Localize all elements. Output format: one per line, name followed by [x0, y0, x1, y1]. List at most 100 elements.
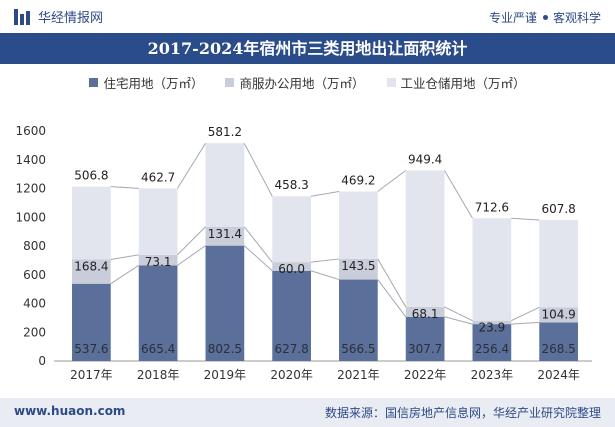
- data-label-industrial: 949.4: [408, 153, 442, 167]
- bar-segment-industrial: [405, 170, 445, 307]
- y-tick-label: 1600: [15, 124, 46, 138]
- bar-segment-residential: [72, 283, 111, 361]
- footer-source: 数据来源：国信房地产信息网，华经产业研究院整理: [324, 406, 601, 420]
- connector-line: [511, 217, 540, 221]
- bar-segment-commercial: [138, 254, 178, 266]
- connector-line: [177, 142, 206, 189]
- stacked-bar-chart: 0 200 400 600 800 1000 1200 1400 1600 2017年 2018年 2…: [15, 124, 592, 382]
- legend-item-commercial[interactable]: 商服办公用地（万㎡）: [225, 70, 365, 94]
- bar-segment-industrial: [72, 186, 111, 260]
- data-label-industrial: 506.8: [74, 169, 108, 183]
- bar-segment-industrial: [205, 143, 245, 227]
- data-label-residential: 307.7: [408, 342, 442, 356]
- data-label-industrial: 581.2: [208, 125, 242, 139]
- tagline-left: 专业严谨: [488, 11, 537, 25]
- x-tick-label: 2020年: [270, 368, 313, 382]
- y-tick-label: 600: [23, 268, 46, 282]
- data-label-commercial: 60.0: [278, 262, 305, 276]
- data-label-industrial: 607.8: [541, 202, 575, 216]
- x-tick-label: 2017年: [70, 368, 113, 382]
- connector-line: [444, 316, 473, 325]
- data-label-commercial: 73.1: [145, 255, 172, 269]
- bar-segment-commercial: [205, 226, 245, 246]
- bar-segment-commercial: [339, 258, 378, 280]
- data-label-commercial: 68.1: [412, 307, 439, 321]
- x-tick-label: 2023年: [471, 368, 514, 382]
- data-label-residential: 566.5: [341, 342, 375, 356]
- legend-swatch-commercial: [225, 77, 235, 87]
- connector-line: [444, 306, 473, 322]
- bar-segment-industrial: [272, 196, 311, 263]
- connector-line: [377, 279, 407, 318]
- brand[interactable]: 华经情报网: [14, 7, 103, 26]
- y-tick-label: 400: [23, 297, 46, 311]
- connector-line: [177, 245, 206, 266]
- data-label-residential: 537.6: [74, 342, 108, 356]
- connector-line: [310, 258, 340, 263]
- chart-title: 2017-2024年宿州市三类用地出让面积统计: [0, 33, 615, 64]
- y-tick-label: 1400: [15, 153, 46, 167]
- x-tick-label: 2019年: [204, 368, 247, 382]
- bar-segment-industrial: [472, 218, 512, 321]
- connector-line: [243, 245, 273, 272]
- bar-segment-commercial: [72, 259, 111, 284]
- x-tick-label: 2021年: [337, 368, 380, 382]
- bar-segment-commercial: [405, 306, 445, 317]
- bar-segment-commercial: [272, 262, 311, 271]
- y-tick-label: 0: [38, 354, 46, 368]
- bar-segment-commercial: [472, 320, 512, 325]
- footer-url[interactable]: www.huaon.com: [14, 404, 126, 418]
- bar-logo-icon: [14, 8, 32, 25]
- dot-icon: [542, 15, 548, 20]
- bar-segment-residential: [205, 245, 245, 361]
- data-label-residential: 627.8: [274, 342, 308, 356]
- x-tick-label: 2022年: [404, 368, 447, 382]
- connector-line: [511, 306, 540, 322]
- connector-line: [177, 226, 206, 256]
- data-label-industrial: 469.2: [341, 173, 375, 187]
- data-label-residential: 268.5: [541, 342, 575, 356]
- y-tick-label: 200: [23, 325, 46, 339]
- bar-segment-commercial: [539, 307, 578, 323]
- bar-segment-residential: [405, 316, 445, 361]
- bar-segment-industrial: [539, 219, 578, 308]
- legend-item-industrial[interactable]: 工业仓储用地（万㎡）: [386, 70, 526, 94]
- legend-label-industrial: 工业仓储用地（万㎡）: [400, 75, 526, 91]
- bar-segment-residential: [539, 322, 578, 361]
- bar-segment-residential: [339, 279, 378, 361]
- connector-line: [444, 170, 473, 219]
- legend-swatch-residential: [89, 77, 99, 87]
- data-label-commercial: 23.9: [479, 321, 506, 335]
- data-label-residential: 665.4: [141, 342, 175, 356]
- data-label-commercial: 143.5: [341, 259, 375, 273]
- bar-segment-industrial: [339, 191, 378, 259]
- brand-name: 华经情报网: [38, 11, 104, 26]
- bar-segment-residential: [272, 270, 311, 361]
- data-label-residential: 256.4: [475, 342, 509, 356]
- legend: 住宅用地（万㎡） 商服办公用地（万㎡） 工业仓储用地（万㎡）: [0, 70, 615, 94]
- bar-segment-residential: [138, 265, 178, 361]
- legend-item-residential[interactable]: 住宅用地（万㎡）: [89, 70, 203, 94]
- connector-line: [243, 142, 273, 197]
- data-label-commercial: 168.4: [74, 260, 108, 274]
- y-tick-label: 1000: [15, 210, 46, 224]
- data-label-industrial: 712.6: [475, 200, 509, 214]
- x-tick-label: 2018年: [137, 368, 180, 382]
- legend-label-commercial: 商服办公用地（万㎡）: [239, 75, 365, 91]
- tagline-right: 客观科学: [552, 11, 601, 25]
- bar-segment-industrial: [138, 188, 178, 255]
- connector-line: [310, 190, 340, 197]
- data-label-industrial: 462.7: [141, 170, 175, 184]
- data-label-industrial: 458.3: [274, 178, 308, 192]
- connector-line: [310, 270, 340, 281]
- y-tick-label: 1200: [15, 182, 46, 196]
- connector-line: [377, 258, 407, 308]
- connector-line: [110, 186, 139, 189]
- legend-label-residential: 住宅用地（万㎡）: [103, 75, 204, 91]
- connector-line: [511, 321, 540, 325]
- data-label-commercial: 104.9: [541, 307, 575, 321]
- footer: www.huaon.com 数据来源：国信房地产信息网，华经产业研究院整理: [0, 398, 615, 427]
- connector-line: [243, 226, 273, 263]
- data-label-commercial: 131.4: [208, 227, 242, 241]
